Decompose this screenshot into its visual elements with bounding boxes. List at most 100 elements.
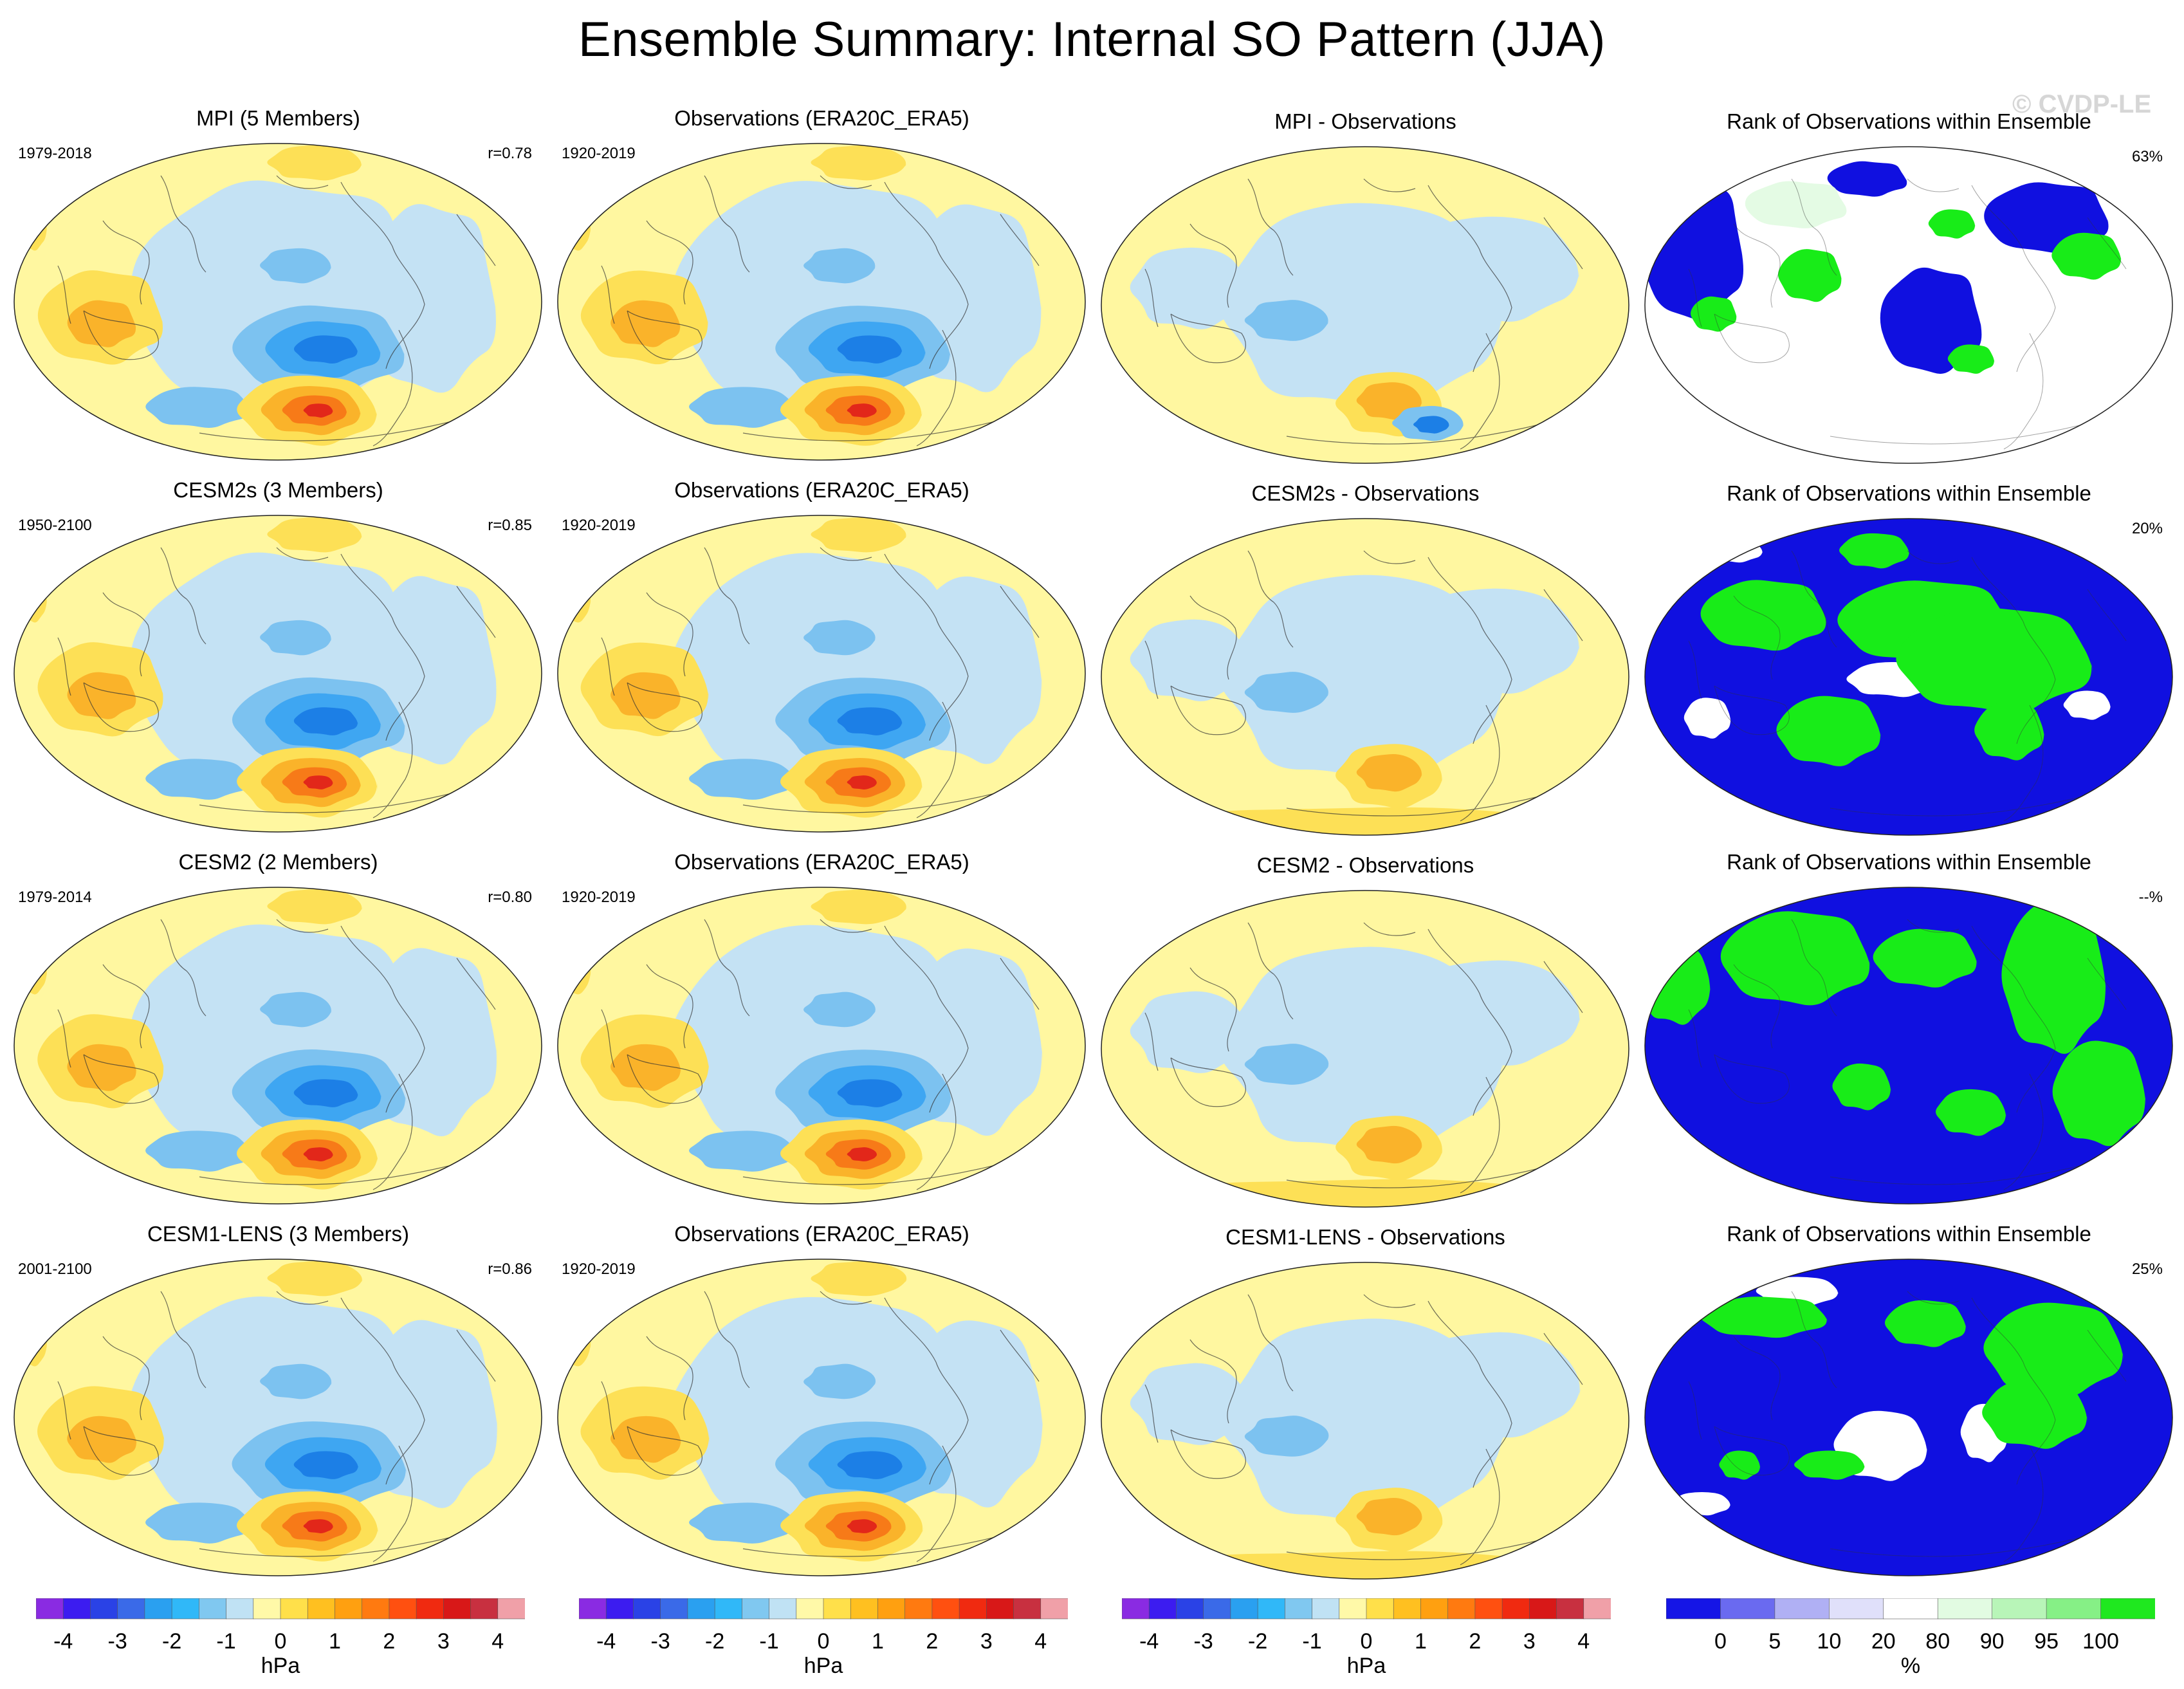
map-border [557,143,1086,461]
map-border [1644,146,2173,464]
coastline [1286,423,1545,445]
colorbar-units: % [1900,1654,1921,1678]
colorbar-swatch [280,1598,309,1620]
positive-area [610,300,681,347]
coastline [1830,423,2088,445]
coastline [1247,922,1294,1020]
coastline [1363,1294,1416,1308]
positive-area [67,1044,137,1091]
colorbar-swatch [62,1598,91,1620]
coastline [916,329,957,447]
map-field [14,143,542,460]
colorbar-swatch [1447,1598,1476,1620]
map-border [1101,518,1629,836]
coastline [1427,1300,1512,1488]
coastline [601,1381,615,1440]
coastline [1714,685,1790,735]
rank-green-area [1928,209,1976,239]
colorbar-swatch [823,1598,852,1620]
coastline [57,637,71,696]
colorbar-ticks: -4 -3 -2 -1 0 1 2 3 4 [579,1629,1068,1655]
map-diff-row1 [1101,146,1629,464]
coastline [916,1073,957,1190]
coastline [1688,1381,1702,1440]
colorbar-tick-label: -2 [161,1629,182,1654]
coastline [1543,589,1583,641]
coastlines [601,1291,1040,1562]
map-field [558,1259,1085,1576]
colorbar-swatch [2100,1598,2156,1620]
positive-area [610,1044,681,1091]
rank-green-area [1884,1300,1967,1347]
coastline [276,547,329,561]
colorbar-swatch [1883,1598,1939,1620]
positive-area [847,1519,877,1533]
panel-years: 1920-2019 [562,145,636,162]
colorbar-swatch [1583,1598,1611,1620]
colorbar-swatch [416,1598,445,1620]
negative-area [293,707,358,735]
panel-title: CESM1-LENS - Observations [1225,1225,1505,1249]
colorbar-swatch [769,1598,797,1620]
panel-obs-row1: Observations (ERA20C_ERA5) 1920-2019 [550,106,1094,466]
colorbar-swatch [687,1598,715,1620]
colorbar-swatch [90,1598,118,1620]
coastline [1189,967,1237,1052]
colorbar-tick-label: 2 [1469,1629,1482,1654]
panel-diff-row4: CESM1-LENS - Observations [1094,1225,1637,1585]
negative-area [1402,588,1581,694]
rank-pale-area [1745,181,1848,228]
panel-years: 1979-2018 [18,145,92,162]
colorbar-swatch [253,1598,281,1620]
map-rank-row3 [1644,887,2173,1204]
colorbar-tick-label: -1 [216,1629,236,1654]
colorbar-tick-label: 100 [2082,1629,2119,1654]
coastlines [57,919,496,1190]
rank-blue-area [1827,161,1908,197]
colorbar-swatch [605,1598,634,1620]
positive-area [67,300,136,347]
negative-area [688,387,796,428]
colorbar-swatch [1121,1598,1150,1620]
coastline [646,1336,693,1421]
coastline [1170,1429,1246,1479]
map-border [557,887,1086,1204]
rank-green-area [1974,701,2044,761]
negative-area [1244,1416,1330,1457]
coastline [199,1163,457,1185]
panel-rank-percent: 20% [2131,520,2163,537]
colorbar-tick-label: -1 [759,1629,779,1654]
coastline [372,1073,413,1190]
colorbar-swatch [1774,1598,1830,1620]
rank-green-area [1936,1089,2006,1136]
coastline [1971,925,2056,1113]
coastline [456,586,496,638]
coastline [1791,178,1837,276]
negative-area [145,1502,252,1544]
coastline [102,964,150,1049]
coastline [276,175,329,189]
coastline [1714,313,1790,364]
coastlines [1688,178,2127,450]
coastline [1733,1336,1781,1421]
coastline [884,1297,969,1485]
panel-title: Observations (ERA20C_ERA5) [674,850,969,874]
positive-area [610,1416,681,1463]
panel-years: 1979-2014 [18,889,92,906]
map-border [1101,146,1629,464]
coastline [1907,1291,1959,1305]
panel-title: CESM2s (3 Members) [173,478,383,502]
coastlines [57,547,496,818]
negative-area [803,248,876,284]
colorbar-swatch [35,1598,64,1620]
map-border [14,143,542,461]
coastline [704,547,750,645]
colorbar-tick-label: 0 [1714,1629,1727,1654]
colorbar-tick-label: 95 [2034,1629,2059,1654]
coastline [276,919,329,933]
colorbar-swatch [1720,1598,1776,1620]
rank-green-area [1983,1302,2124,1397]
coastline [820,919,872,933]
panel-model-row3: CESM2 (2 Members) 1979-2014 r=0.80 [6,850,550,1210]
panel-correlation: r=0.80 [488,889,532,906]
